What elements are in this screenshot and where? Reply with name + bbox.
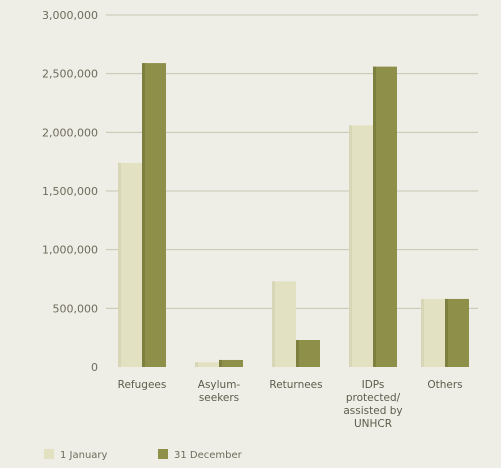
x-category-label-line: UNHCR xyxy=(354,418,392,430)
x-category-label: Asylum-seekers xyxy=(198,379,241,404)
y-tick-label: 0 xyxy=(91,361,98,374)
bar-shade xyxy=(445,298,448,367)
y-tick-label: 3,000,000 xyxy=(42,9,98,22)
y-tick-label: 2,000,000 xyxy=(42,126,98,139)
bar-jan xyxy=(272,281,296,367)
x-category-label: IDPs protected/assisted by UNHCR xyxy=(343,379,402,430)
x-category-label-line: assisted by xyxy=(343,405,402,417)
x-category-label-line: Returnees xyxy=(269,379,322,391)
x-category-label-line: Refugees xyxy=(118,379,167,391)
bar-shade xyxy=(219,359,222,367)
y-tick-label: 1,000,000 xyxy=(42,244,98,257)
x-category-label-line: Asylum- xyxy=(198,379,241,391)
legend-label: 31 December xyxy=(174,450,243,461)
bar-shade xyxy=(373,66,376,368)
legend-swatch xyxy=(158,449,168,459)
y-tick-label: 2,500,000 xyxy=(42,68,98,81)
bar-dec xyxy=(445,298,469,367)
bar-jan xyxy=(349,125,373,367)
bar-shade xyxy=(195,362,198,367)
bar-dec xyxy=(142,63,166,368)
bar-shade xyxy=(296,340,299,367)
bar-shade xyxy=(421,298,424,367)
bar-dec xyxy=(219,359,243,367)
x-category-label-line: seekers xyxy=(199,392,239,404)
bar-jan xyxy=(195,362,219,367)
bar-jan xyxy=(118,162,142,367)
x-category-label-line: IDPs xyxy=(362,379,385,391)
bar-shade xyxy=(142,63,145,368)
bar-jan xyxy=(421,298,445,367)
x-category-label-line: Others xyxy=(427,379,462,391)
bar-shade xyxy=(118,162,121,367)
x-category-label: Returnees xyxy=(269,379,322,391)
y-tick-label: 500,000 xyxy=(53,302,99,315)
y-tick-label: 1,500,000 xyxy=(42,185,98,198)
bar-dec xyxy=(296,340,320,367)
bar-shade xyxy=(349,125,352,367)
x-category-label: Others xyxy=(427,379,462,391)
x-category-label: Refugees xyxy=(118,379,167,391)
bar-dec xyxy=(373,66,397,368)
legend-label: 1 January xyxy=(60,450,108,461)
x-category-label-line: protected/ xyxy=(346,392,401,404)
bar-shade xyxy=(272,281,275,367)
legend-swatch xyxy=(44,449,54,459)
